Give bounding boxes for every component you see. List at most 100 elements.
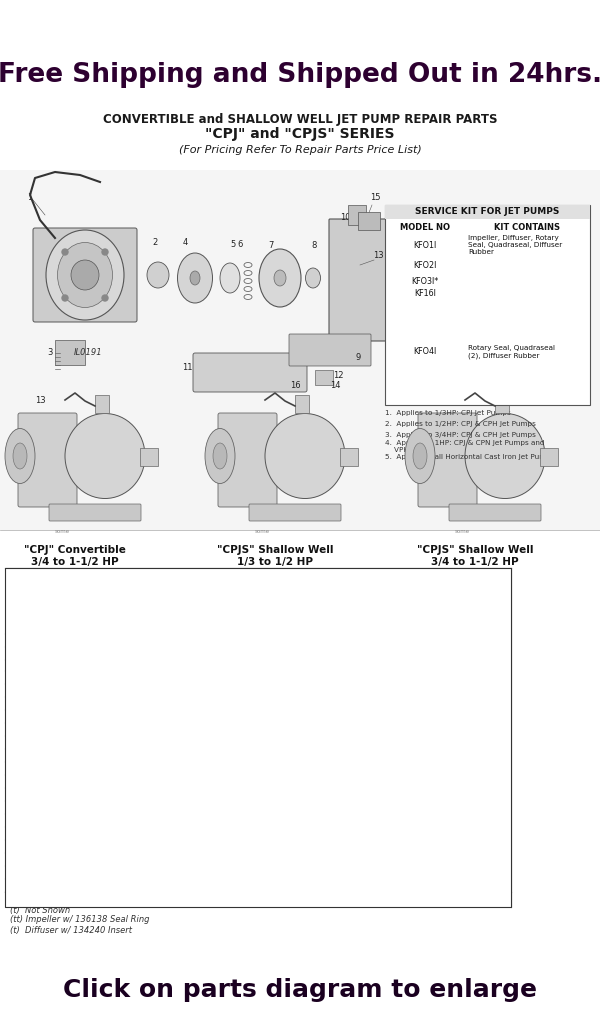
Text: 1: 1: [473, 881, 478, 890]
Text: SW05E-1630: SW05E-1630: [262, 855, 310, 864]
Text: 132418: 132418: [461, 764, 490, 773]
Text: 132583: 132583: [209, 699, 238, 708]
Text: Pressure Switch: Pressure Switch: [36, 842, 97, 851]
Text: Ring, Square Cut: Ring, Square Cut: [36, 699, 101, 708]
Text: 12: 12: [14, 803, 24, 812]
Circle shape: [102, 249, 108, 255]
Text: 8: 8: [284, 686, 289, 695]
Bar: [348, 205, 366, 225]
Text: Screws, Cover: Screws, Cover: [36, 649, 95, 658]
Text: 2: 2: [407, 649, 412, 658]
Text: 8: 8: [473, 686, 478, 695]
Text: SW10E-1334: SW10E-1334: [386, 855, 434, 864]
Ellipse shape: [213, 443, 227, 469]
Text: KFO3I*: KFO3I*: [412, 277, 439, 285]
Text: "CPJS" Shallow Well
3/4 to 1-1/2 HP: "CPJS" Shallow Well 3/4 to 1-1/2 HP: [417, 545, 533, 567]
Text: 7: 7: [16, 738, 22, 747]
Text: some: some: [55, 529, 70, 534]
Text: CPJ03S
CPJ03SB: CPJ03S CPJ03SB: [209, 597, 239, 609]
Text: 1: 1: [346, 712, 350, 721]
Text: 128794: 128794: [272, 829, 301, 838]
Text: 8: 8: [221, 686, 226, 695]
FancyBboxPatch shape: [418, 413, 477, 507]
Text: 133383: 133383: [461, 816, 491, 825]
Bar: [140, 448, 158, 466]
Text: 5: 5: [230, 240, 236, 249]
Text: 1: 1: [284, 790, 289, 799]
Bar: [385, 205, 590, 219]
Text: SERVICE KIT FOR JET PUMPS: SERVICE KIT FOR JET PUMPS: [415, 208, 560, 216]
Text: 8: 8: [346, 686, 350, 695]
Text: 1: 1: [473, 712, 478, 721]
Text: QTY: QTY: [338, 612, 358, 620]
Text: 6: 6: [16, 725, 22, 734]
Text: QTY: QTY: [215, 612, 233, 620]
Text: 15: 15: [370, 193, 380, 202]
Text: MODEL NO: MODEL NO: [400, 222, 450, 232]
Text: Diffuser: Diffuser: [36, 738, 67, 747]
Ellipse shape: [205, 428, 235, 484]
Text: 6: 6: [238, 240, 242, 249]
Text: Control Valve "CPJ": Control Valve "CPJ": [36, 816, 109, 825]
Text: Impeller: Impeller: [36, 725, 67, 734]
Text: HORSEPOWER: HORSEPOWER: [53, 570, 131, 580]
Bar: [358, 212, 380, 230]
Ellipse shape: [178, 253, 212, 303]
FancyBboxPatch shape: [249, 504, 341, 521]
Text: 13934911: 13934911: [266, 725, 305, 734]
Text: 1: 1: [284, 751, 289, 760]
Text: 136137: 136137: [334, 673, 362, 682]
Text: t: t: [17, 661, 20, 670]
Bar: [340, 448, 358, 466]
Text: 5.  Applies to all Horizontal Cast Iron Jet Pumps: 5. Applies to all Horizontal Cast Iron J…: [385, 454, 554, 460]
Text: Free Shipping and Shipped Out in 24hrs.: Free Shipping and Shipped Out in 24hrs.: [0, 62, 600, 88]
Text: 1: 1: [16, 624, 22, 633]
FancyBboxPatch shape: [218, 413, 277, 507]
Text: 9: 9: [16, 764, 22, 773]
Text: "CPJS" Shallow Well
1/3 to 1/2 HP: "CPJS" Shallow Well 1/3 to 1/2 HP: [217, 545, 333, 567]
Ellipse shape: [274, 270, 286, 286]
FancyBboxPatch shape: [33, 228, 137, 322]
Ellipse shape: [265, 414, 345, 498]
Text: Seal, Rotary w/Spring: Seal, Rotary w/Spring: [36, 712, 119, 721]
Text: (*) Standard Hardware Item: (*) Standard Hardware Item: [10, 895, 127, 904]
Text: 132527: 132527: [209, 842, 238, 851]
Text: CPJ10S
CPJ10SB: CPJ10S CPJ10SB: [395, 597, 425, 609]
Text: Ejector Gasket Pkg. w/Bolts: Ejector Gasket Pkg. w/Bolts: [36, 868, 146, 877]
Text: "CPJ" and "CPJS" SERIES: "CPJ" and "CPJS" SERIES: [205, 127, 395, 141]
Bar: [295, 395, 309, 413]
Ellipse shape: [190, 271, 200, 285]
Circle shape: [62, 295, 68, 301]
Ellipse shape: [259, 249, 301, 307]
Text: 2.  Applies to 1/2HP: CPJ & CPH Jet Pumps: 2. Applies to 1/2HP: CPJ & CPH Jet Pumps: [385, 421, 536, 427]
Text: Motor Cover w/Screws: Motor Cover w/Screws: [36, 636, 126, 645]
Text: 132424: 132424: [272, 738, 301, 747]
Circle shape: [102, 295, 108, 301]
FancyBboxPatch shape: [18, 413, 77, 507]
Text: 136137: 136137: [395, 673, 425, 682]
Text: 1: 1: [221, 636, 226, 645]
Text: 12: 12: [333, 371, 343, 380]
Text: CPJ03: CPJ03: [214, 586, 234, 592]
Text: (t)  Diffuser w/ 134240 Insert: (t) Diffuser w/ 134240 Insert: [10, 925, 132, 934]
Text: 132430A: 132430A: [155, 791, 188, 797]
Text: CPJ07
CPJ07B: CPJ07 CPJ07B: [335, 582, 361, 596]
Text: 132417: 132417: [461, 725, 490, 734]
Text: 4.  Applies to 1HP: CPJ & CPN Jet Pumps and
    VPH10: 4. Applies to 1HP: CPJ & CPN Jet Pumps a…: [385, 439, 545, 453]
Text: some: some: [455, 529, 470, 534]
Text: 1" NPT: 1" NPT: [397, 777, 423, 786]
Text: 1: 1: [346, 636, 350, 645]
Text: 1: 1: [473, 636, 478, 645]
Text: 2: 2: [221, 803, 226, 812]
Text: Motor, Nema J (Thd): Motor, Nema J (Thd): [36, 624, 113, 633]
Text: 1: 1: [473, 751, 478, 760]
Text: 13: 13: [373, 251, 383, 260]
Text: 136137: 136137: [461, 673, 491, 682]
Text: 132583: 132583: [272, 699, 301, 708]
Text: 021302: 021302: [158, 650, 186, 657]
Text: PART
NO.: PART NO.: [163, 587, 181, 606]
Text: 3.  Applies to 3/4HP: CPJ & CPH Jet Pumps: 3. Applies to 3/4HP: CPJ & CPH Jet Pumps: [385, 432, 536, 438]
Ellipse shape: [413, 443, 427, 469]
Text: 132527: 132527: [334, 842, 362, 851]
Text: 1: 1: [221, 868, 226, 877]
